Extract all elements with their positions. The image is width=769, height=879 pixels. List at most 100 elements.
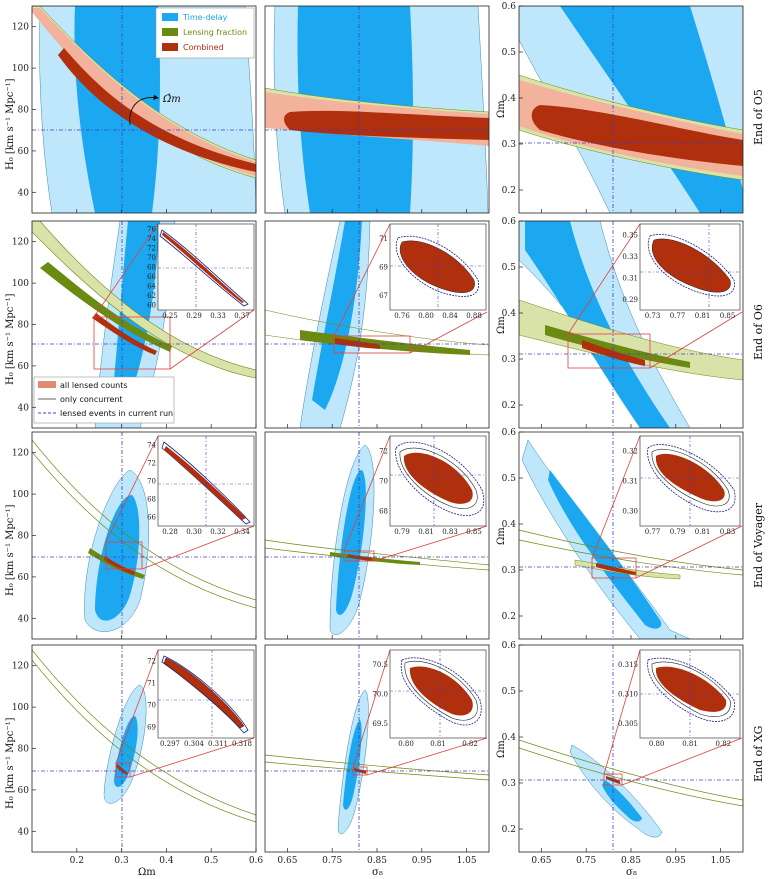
legend-mid: all lensed counts only concurrent lensed… [33,376,175,424]
lensing-outer [265,539,489,566]
ytick-label: 120 [12,23,29,33]
zoom-box [333,335,411,354]
inset-xtick-label: 0.77 [670,312,686,320]
inset-ytick-label: 70.5 [372,661,388,669]
inset-xtick-label: 0.81 [695,528,711,536]
ytick-label: 0.4 [502,733,517,743]
ytick-label: 80 [18,745,30,755]
inset-ytick-label: 0.305 [618,720,638,728]
xtick-label: 1.05 [711,856,731,866]
timedelay-inner [343,720,362,810]
inset-contour-outer [647,444,736,513]
inset-xtick-label: 0.29 [186,312,202,320]
inset-ytick-label: 68 [147,264,156,272]
inset-ytick-label: 69 [147,724,156,732]
ytick-label: 0.6 [502,2,517,12]
legend-swatch-combined [162,43,178,51]
inset-ytick-label: 76 [147,225,156,233]
inset-xtick-label: 0.34 [234,528,250,536]
inset-ytick-label: 70 [147,702,156,710]
inset-xtick-label: 0.85 [720,312,736,320]
inset-r2-c1 [389,435,487,527]
inset-contour-outer [395,441,485,516]
inset-contour-inner [164,446,246,520]
xtick-label: 0.5 [204,856,219,866]
inset-contour-inner [403,452,473,504]
inset-ytick-label: 0.33 [622,253,638,261]
ytick-label: 0.4 [502,520,517,530]
inset-ytick-label: 0.31 [622,478,638,486]
zoom-box [567,333,651,369]
legend-label-current: lensed events in current run [60,409,173,418]
legend-label-all: all lensed counts [60,381,128,390]
legend-swatch-lensing [162,28,178,36]
ytick-label: 0.4 [502,94,517,104]
inset-xtick-label: 0.84 [442,312,458,320]
inset-ytick-label: 70 [379,478,388,486]
xlabel-c0: Ωm [138,867,156,878]
annotation-label: Ω̂m [162,94,181,105]
inset-ytick-label: 64 [147,283,156,291]
combined-inner [596,563,636,575]
combined-inner [104,556,135,575]
row-label-o5: End of O5 [752,89,765,145]
ytick-label: 0.4 [502,309,517,319]
legend-label-concurrent: only concurrent [60,395,123,404]
ytick-label: 0.3 [502,779,517,789]
timedelay-inner [95,495,140,621]
combined-inner [354,768,366,774]
inset-ytick-label: 62 [147,292,156,300]
ytick-label: 100 [12,64,29,74]
ytick-label: 120 [12,449,29,459]
inset-xtick-label: 0.82 [716,740,732,748]
xtick-label: 0.75 [322,856,342,866]
ytick-label: 60 [18,573,30,583]
ytick-label: 40 [18,403,30,413]
inset-ytick-label: 69 [379,264,388,272]
inset-xtick-label: 0.297 [160,740,180,748]
inset-ytick-label: 68 [379,508,388,516]
inset-r3-c0 [157,649,255,739]
panel-r2-c0 [31,431,257,640]
inset-xtick-label: 0.30 [186,528,202,536]
inset-xtick-label: 0.80 [649,740,665,748]
xtick-label: 0.65 [277,856,297,866]
xlabel-c2: σ₈ [626,867,637,878]
inset-contour-inner [409,666,473,716]
inset-ytick-label: 60 [147,302,156,310]
inset-ytick-label: 0.32 [622,448,638,456]
xtick-label: 0.3 [114,856,129,866]
timedelay-inner [336,470,366,615]
panel-r0-c1 [264,5,490,214]
xtick-label: 1.05 [457,856,477,866]
xtick-label: 0.95 [412,856,432,866]
inset-xtick-label: 0.318 [232,740,252,748]
inset-ytick-label: 0.315 [618,661,638,669]
inset-contour-inner [400,240,475,293]
zoom-box [591,557,637,579]
inset-ytick-label: 0.29 [622,296,638,304]
ylabel-r2-c0: H₀ [km s⁻¹ Mpc⁻¹] [5,504,16,596]
xlabel-c1: σ₈ [372,867,383,878]
inset-xtick-label: 0.80 [418,312,434,320]
ytick-label: 0.2 [502,612,516,622]
inset-xtick-label: 0.32 [210,528,226,536]
timedelay-inner [525,221,670,428]
ytick-label: 0.3 [502,140,517,150]
panel-r2-c2 [518,431,744,640]
panel-r3-c1 [264,644,490,853]
panel-r0-c0: Ω̂m Time-delay Lensing fraction Combined [31,5,257,214]
legend-label-timedelay: Time-delay [182,13,228,22]
combined-inner [335,338,380,349]
inset-contour-outer-2 [404,660,478,721]
ytick-label: 100 [12,703,29,713]
inset-ytick-label: 74 [147,442,156,450]
combined-inner [116,764,128,775]
inset-r1-c2 [639,223,741,311]
inset-contour-inner [162,232,244,303]
ytick-label: 120 [12,238,29,248]
ytick-label: 100 [12,279,29,289]
inset-contour-outer-2 [651,448,730,507]
inset-contour-outer [400,657,482,726]
